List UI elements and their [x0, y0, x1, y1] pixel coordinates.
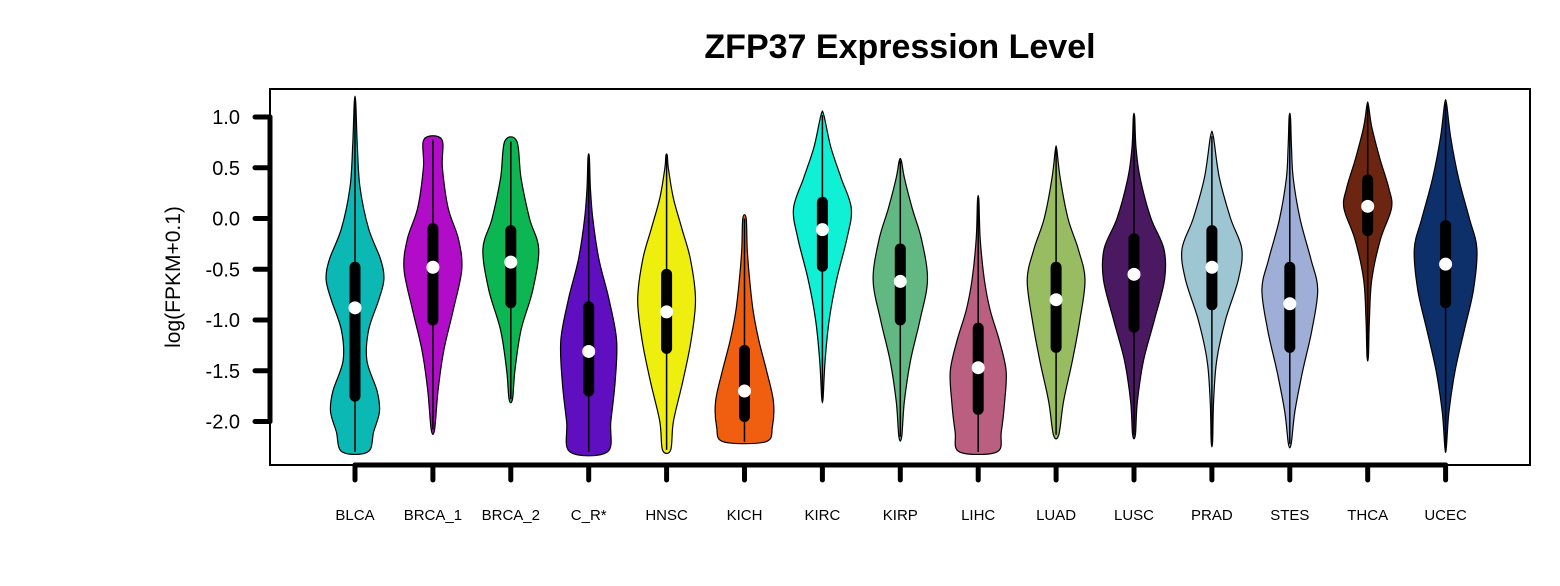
median-point-lusc: [1127, 267, 1141, 281]
y-tick-label: 0.0: [212, 209, 240, 231]
median-point-blca: [348, 301, 362, 315]
x-tick-label-stes: STES: [1270, 507, 1309, 524]
x-tick-label-blca: BLCA: [335, 507, 374, 524]
x-tick-label-prad: PRAD: [1191, 507, 1233, 524]
median-point-ucec: [1439, 257, 1453, 271]
median-point-kich: [738, 384, 751, 398]
y-tick-label: -1.0: [206, 310, 240, 332]
x-tick-label-lihc: LIHC: [961, 507, 995, 524]
y-tick-label: -0.5: [206, 259, 240, 281]
x-tick-label-brca-2: BRCA_2: [482, 507, 540, 524]
x-tick-label-ucec: UCEC: [1424, 507, 1467, 524]
x-tick-label-c-r: C_R*: [571, 507, 607, 524]
violins-group: [325, 95, 1478, 457]
median-point-stes: [1283, 297, 1297, 311]
y-axis-label: log(FPKM+0.1): [162, 206, 185, 348]
x-tick-label-kirc: KIRC: [804, 507, 840, 524]
y-axis: 1.0 0.5 0.0 -0.5 -1.0 -1.5 -2.0: [206, 107, 273, 434]
chart-title: ZFP37 Expression Level: [704, 28, 1095, 66]
y-tick-label: 0.5: [212, 158, 240, 180]
median-point-lihc: [971, 361, 985, 375]
y-tick-label: 1.0: [212, 107, 240, 129]
x-axis: BLCA BRCA_1 BRCA_2 C_R* HNSC KICH KIRC KIRP LIHC…: [335, 462, 1467, 524]
median-point-hnsc: [660, 305, 674, 319]
x-tick-label-kirp: KIRP: [883, 507, 918, 524]
median-point-prad: [1205, 260, 1219, 274]
x-tick-label-brca-1: BRCA_1: [404, 507, 462, 524]
median-point-luad: [1049, 293, 1063, 307]
x-tick-label-luad: LUAD: [1036, 507, 1076, 524]
median-point-brca-2: [504, 255, 518, 269]
x-tick-label-hnsc: HNSC: [645, 507, 688, 524]
median-point-c-r: [582, 344, 596, 358]
y-tick-label: -2.0: [206, 412, 240, 434]
y-tick-label: -1.5: [206, 361, 240, 383]
x-tick-label-thca: THCA: [1347, 507, 1388, 524]
median-point-kirp: [893, 274, 907, 288]
x-tick-label-lusc: LUSC: [1114, 507, 1154, 524]
median-point-brca-1: [426, 260, 440, 274]
x-tick-label-kich: KICH: [727, 507, 763, 524]
median-point-kirc: [815, 223, 829, 237]
median-point-thca: [1361, 199, 1375, 213]
